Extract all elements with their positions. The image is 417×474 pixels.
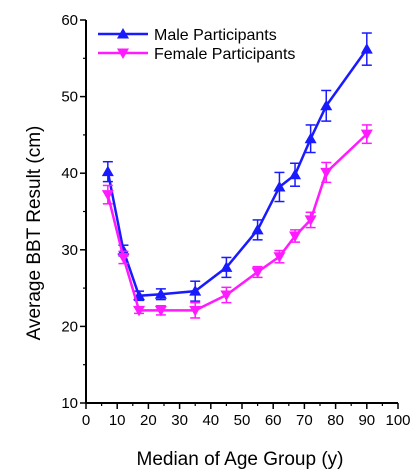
- legend: Male Participants Female Participants: [98, 27, 295, 63]
- data-point-male: [273, 180, 286, 192]
- data-point-female: [320, 167, 333, 179]
- x-tick-label: 60: [265, 412, 282, 429]
- x-tick-label: 90: [358, 412, 375, 429]
- y-tick-label: 30: [61, 242, 78, 259]
- data-point-male: [304, 132, 317, 144]
- data-point-male: [101, 165, 114, 177]
- x-tick-label: 80: [327, 412, 344, 429]
- data-point-female: [133, 305, 146, 317]
- y-tick-label: 50: [61, 89, 78, 106]
- data-point-male: [220, 261, 233, 272]
- x-axis-title: Median of Age Group (y): [137, 449, 344, 470]
- y-tick-label: 40: [61, 165, 78, 182]
- data-point-female: [189, 305, 202, 317]
- data-point-female: [251, 267, 264, 279]
- x-tick-label: 40: [202, 412, 219, 429]
- legend-label-female: Female Participants: [154, 46, 295, 63]
- data-point-female: [117, 252, 130, 264]
- data-point-male: [360, 43, 373, 54]
- data-point-male: [154, 288, 167, 299]
- y-tick-label: 20: [61, 318, 78, 335]
- data-point-male: [117, 244, 130, 256]
- data-point-female: [154, 305, 167, 317]
- y-axis-title: Average BBT Result (cm): [24, 126, 45, 341]
- series-line-female: [106, 133, 368, 312]
- data-point-male: [251, 223, 264, 235]
- legend-marker-male: [117, 28, 129, 39]
- legend-marker-female: [117, 48, 129, 59]
- x-tick-label: 70: [296, 412, 313, 429]
- y-tick-label: 10: [61, 395, 78, 412]
- x-tick-label: 50: [234, 412, 251, 429]
- plot-area: [101, 32, 373, 319]
- legend-label-male: Male Participants: [154, 27, 277, 44]
- y-tick-label: 60: [61, 12, 78, 29]
- series-female: [101, 124, 373, 319]
- x-tick-label: 0: [82, 412, 90, 429]
- data-point-female: [360, 129, 373, 141]
- data-point-male: [189, 285, 202, 296]
- series-line-male: [106, 48, 368, 298]
- x-tick-label: 30: [171, 412, 188, 429]
- x-tick-label: 10: [109, 412, 126, 429]
- data-point-male: [289, 168, 302, 180]
- data-point-male: [320, 99, 333, 111]
- series-male: [101, 32, 373, 302]
- x-tick-label: 100: [385, 412, 410, 429]
- data-point-female: [304, 215, 317, 226]
- data-point-female: [273, 252, 286, 263]
- x-tick-label: 20: [140, 412, 157, 429]
- data-point-female: [289, 231, 302, 243]
- data-point-female: [220, 290, 233, 301]
- data-point-female: [101, 190, 114, 201]
